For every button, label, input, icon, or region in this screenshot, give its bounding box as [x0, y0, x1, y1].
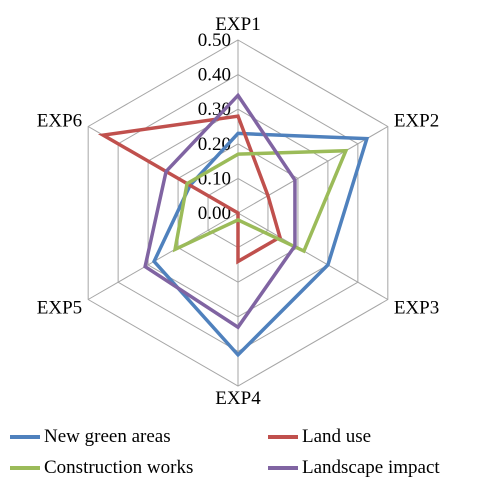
legend-item-landscape-impact: Landscape impact — [268, 457, 440, 479]
series-line-land-use — [97, 114, 283, 265]
grid-spoke — [237, 126, 389, 214]
legend-label: Landscape impact — [302, 457, 440, 478]
series-lines — [97, 92, 370, 358]
grid-spoke — [237, 212, 389, 300]
axis-label-exp6: EXP6 — [37, 111, 82, 132]
legend-swatch — [10, 435, 40, 439]
axis-label-exp2: EXP2 — [394, 111, 439, 132]
series-line-landscape-impact — [143, 92, 297, 330]
legend-swatch — [268, 435, 298, 439]
series-line-construction-works — [172, 148, 349, 254]
tick-label: 0.00 — [198, 203, 231, 224]
axis-label-exp5: EXP5 — [37, 298, 82, 319]
tick-label: 0.50 — [198, 30, 231, 51]
legend-item-new-green-areas: New green areas — [10, 426, 171, 448]
legend-label: Construction works — [44, 457, 194, 478]
legend-swatch — [268, 466, 298, 470]
legend-item-construction-works: Construction works — [10, 457, 193, 479]
axis-label-exp4: EXP4 — [215, 388, 261, 409]
legend: New green areas Land use Construction wo… — [0, 420, 483, 485]
legend-label: Land use — [302, 426, 372, 447]
axis-labels: EXP1 EXP2 EXP3 EXP4 EXP5 EXP6 — [37, 14, 439, 409]
radial-tick-labels: 0.000.100.200.300.400.50 — [198, 30, 231, 224]
axis-label-exp3: EXP3 — [394, 298, 439, 319]
legend-swatch — [10, 466, 40, 470]
tick-label: 0.40 — [198, 65, 231, 86]
legend-label: New green areas — [44, 426, 171, 447]
legend-item-land-use: Land use — [268, 426, 371, 448]
tick-label: 0.30 — [198, 99, 231, 120]
axis-label-exp1: EXP1 — [215, 14, 260, 35]
grid-spoke — [87, 212, 239, 300]
